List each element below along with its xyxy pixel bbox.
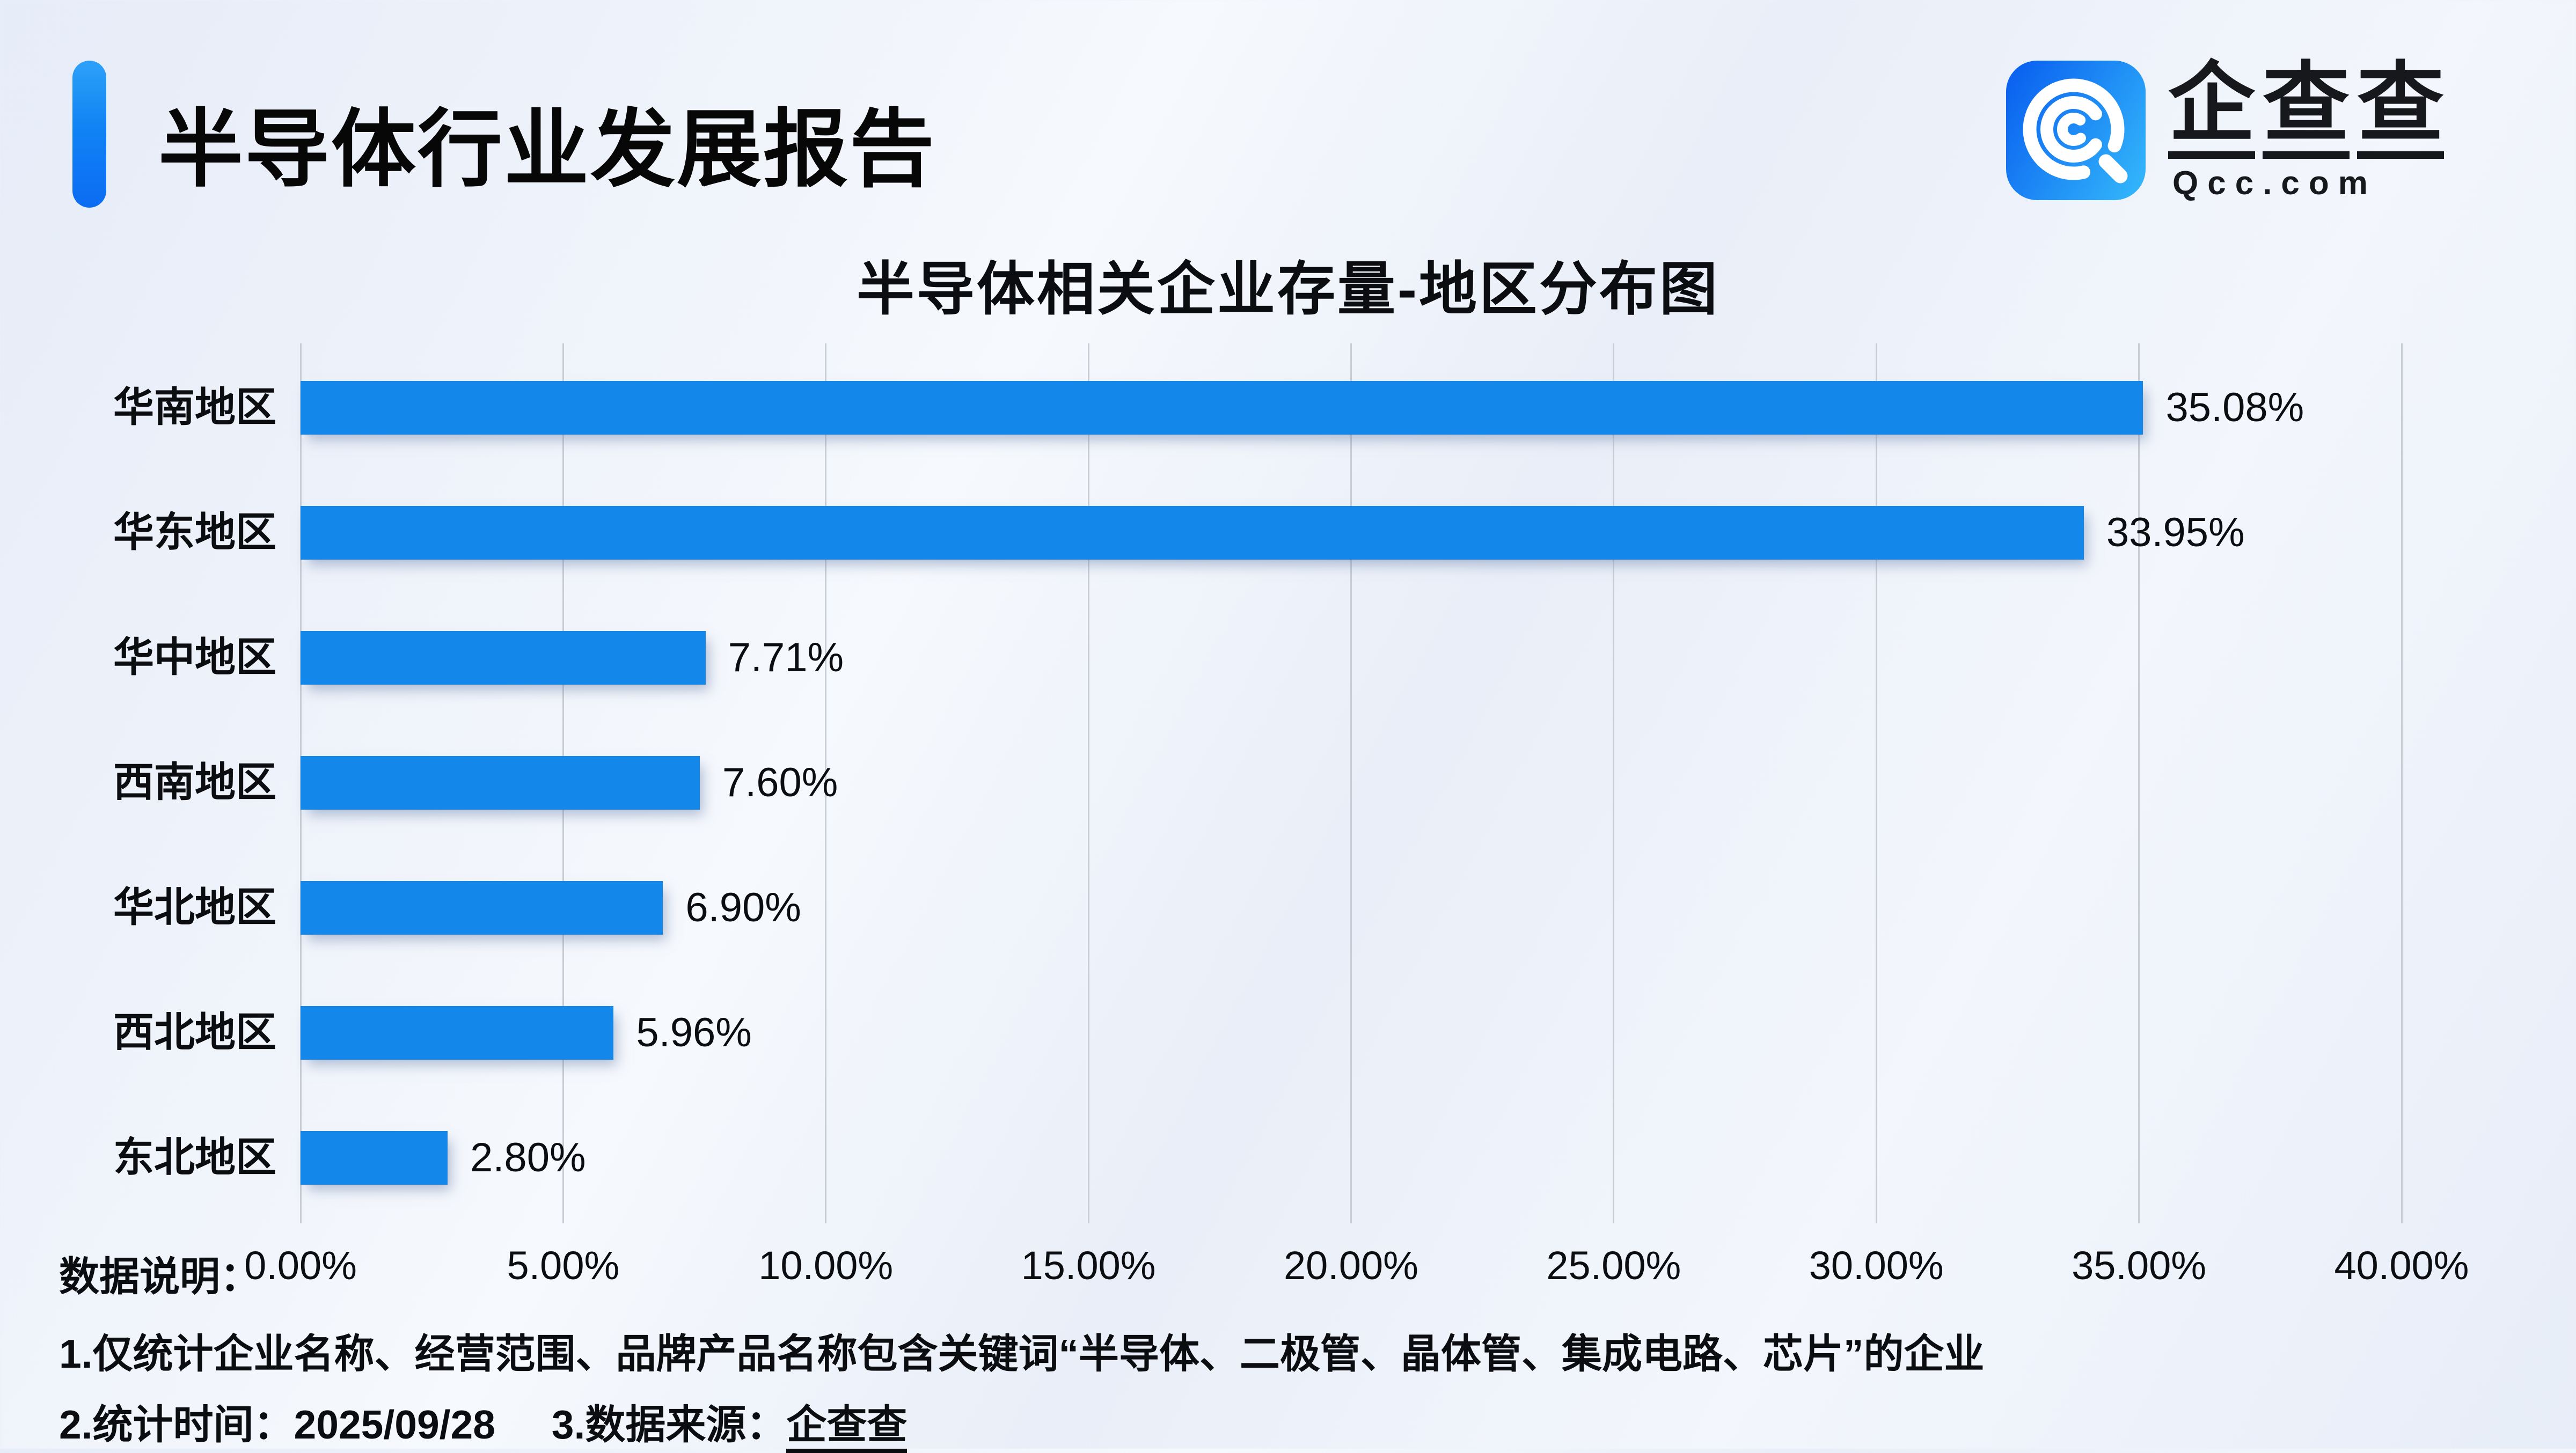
category-label: 华南地区 <box>113 385 276 430</box>
x-axis-tick-label: 5.00% <box>507 1243 620 1288</box>
value-label: 35.08% <box>2165 385 2304 430</box>
x-axis-tick-label: 15.00% <box>1021 1243 1156 1288</box>
title-accent-bar <box>72 61 106 208</box>
x-axis-tick-label: 20.00% <box>1284 1243 1418 1288</box>
category-label: 华北地区 <box>113 885 276 930</box>
x-axis-tick-label: 40.00% <box>2334 1243 2469 1288</box>
x-axis-tick-label: 0.00% <box>244 1243 357 1288</box>
category-label: 西南地区 <box>113 760 276 805</box>
bar <box>301 381 2143 435</box>
footnote-2-time: 2.统计时间：2025/09/28 <box>59 1402 495 1447</box>
chart-title: 半导体相关企业存量-地区分布图 <box>857 256 1719 321</box>
gridline <box>1875 343 1877 1223</box>
brand-char: 查 <box>2263 60 2350 159</box>
brand-wordmark: 企查查 <box>2168 60 2444 159</box>
qcc-logo-icon <box>2006 61 2146 200</box>
category-label: 华中地区 <box>113 635 276 680</box>
bar <box>301 756 700 810</box>
value-label: 7.60% <box>722 760 838 805</box>
gridline <box>1350 343 1352 1223</box>
brand-domain: Qcc.com <box>2172 165 2377 202</box>
gridline <box>2138 343 2140 1223</box>
category-label: 东北地区 <box>113 1135 276 1180</box>
value-label: 33.95% <box>2106 510 2245 555</box>
brand-char: 企 <box>2168 60 2255 159</box>
gridline <box>2401 343 2403 1223</box>
footnote-1: 1.仅统计企业名称、经营范围、品牌产品名称包含关键词“半导体、二极管、晶体管、集… <box>59 1331 1985 1376</box>
gridline <box>1087 343 1089 1223</box>
value-label: 6.90% <box>685 885 801 930</box>
x-axis-tick-label: 10.00% <box>758 1243 894 1288</box>
footnote-2: 2.统计时间：2025/09/28 3.数据来源：企查查 <box>59 1392 908 1453</box>
footnote-label: 数据说明： <box>59 1254 261 1299</box>
x-axis-tick-label: 25.00% <box>1546 1243 1681 1288</box>
bar <box>301 881 663 935</box>
gridline <box>1613 343 1615 1223</box>
footnote-2-source-label: 3.数据来源： <box>551 1402 787 1447</box>
footnote-2-source-brand: 企查查 <box>786 1404 908 1453</box>
x-axis-tick-label: 30.00% <box>1809 1243 1944 1288</box>
gridline <box>825 343 827 1223</box>
brand-char: 查 <box>2357 60 2444 159</box>
category-label: 华东地区 <box>113 510 276 555</box>
category-label: 西北地区 <box>113 1010 276 1055</box>
bar <box>301 506 2084 560</box>
bar <box>301 1006 614 1060</box>
bar <box>301 1131 448 1185</box>
page-title: 半导体行业发展报告 <box>158 102 936 197</box>
value-label: 2.80% <box>470 1135 586 1180</box>
bar <box>301 631 706 685</box>
x-axis-tick-label: 35.00% <box>2072 1243 2207 1288</box>
value-label: 7.71% <box>728 635 844 680</box>
value-label: 5.96% <box>636 1010 752 1055</box>
